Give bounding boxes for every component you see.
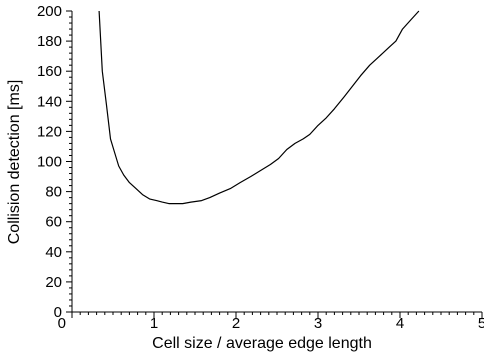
x-tick-label: 0 bbox=[58, 315, 66, 332]
y-axis-title: Collision detection [ms] bbox=[6, 80, 23, 245]
x-axis-title: Cell size / average edge length bbox=[152, 335, 372, 352]
y-tick-label: 160 bbox=[37, 63, 62, 80]
x-tick-label: 1 bbox=[150, 315, 158, 332]
y-tick-label: 20 bbox=[45, 274, 62, 291]
y-tick-label: 0 bbox=[54, 304, 62, 321]
x-tick-label: 2 bbox=[232, 315, 240, 332]
ticks: 0 20 40 60 80 100 120 140 160 180 200 0 1 2 3 4 5 bbox=[37, 3, 484, 332]
y-tick-label: 80 bbox=[45, 184, 62, 201]
y-tick-label: 140 bbox=[37, 93, 62, 110]
x-tick-label: 4 bbox=[396, 315, 404, 332]
series-line bbox=[98, 10, 420, 205]
y-tick-label: 60 bbox=[45, 214, 62, 231]
y-tick-label: 120 bbox=[37, 123, 62, 140]
series bbox=[98, 10, 420, 205]
x-tick-label: 3 bbox=[314, 315, 322, 332]
y-tick-label: 40 bbox=[45, 244, 62, 261]
x-tick-label: 5 bbox=[478, 315, 484, 332]
y-tick-label: 100 bbox=[37, 154, 62, 171]
y-tick-label: 200 bbox=[37, 3, 62, 20]
y-tick-label: 180 bbox=[37, 33, 62, 50]
axes bbox=[71, 11, 482, 313]
